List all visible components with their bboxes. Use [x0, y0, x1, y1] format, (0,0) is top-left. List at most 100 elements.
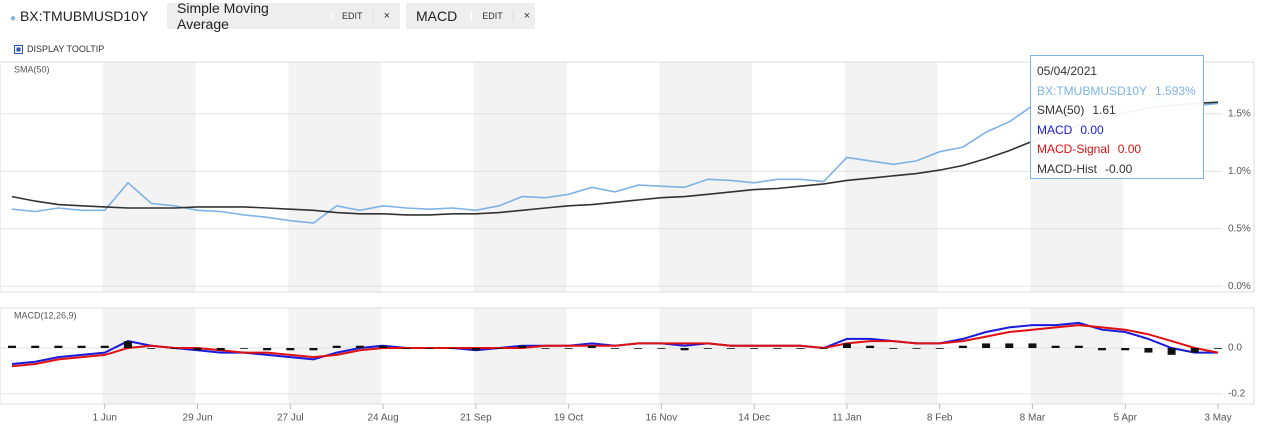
edit-button[interactable]: EDIT	[331, 11, 373, 21]
hist-bar	[703, 348, 712, 349]
panel-frame	[0, 61, 1255, 293]
y-tick-label: 1.0%	[1228, 166, 1251, 177]
hist-bar	[680, 348, 689, 351]
symbol-text: BX:TMUBMUSD10Y	[19, 8, 149, 24]
hist-bar	[54, 345, 63, 348]
hist-bar	[958, 345, 967, 348]
band	[473, 62, 567, 292]
hist-bar	[518, 345, 527, 348]
hist-bar	[1051, 345, 1060, 348]
tooltip: 05/04/2021 BX:TMUBMUSD10Y 1.593% SMA(50) 1.6…	[1030, 55, 1204, 179]
hist-bar	[1121, 348, 1130, 351]
panel-label: MACD(12,26,9)	[14, 310, 77, 320]
hist-bar	[425, 348, 434, 349]
band	[102, 308, 196, 404]
edit-button[interactable]: EDIT	[471, 11, 513, 21]
hist-bar	[286, 348, 295, 351]
hist-bar	[935, 348, 944, 349]
y-tick-label: 1.5%	[1228, 108, 1251, 119]
tooltip-value: 0.00	[1117, 142, 1142, 156]
band	[659, 308, 753, 404]
hist-bar	[379, 345, 388, 348]
tooltip-name: MACD	[1037, 122, 1073, 137]
hist-bar	[147, 348, 156, 349]
hist-bar	[471, 348, 480, 351]
hist-bar	[77, 345, 86, 348]
hist-bar	[819, 348, 828, 349]
x-tick-label: 3 May	[1204, 413, 1231, 424]
tooltip-name: BX:TMUBMUSD10Y	[1037, 83, 1148, 98]
hist-bar	[193, 348, 202, 351]
hist-bar	[750, 348, 759, 349]
x-tick-label: 24 Aug	[367, 413, 398, 424]
hist-bar	[216, 348, 225, 351]
tab[interactable]: Simple Moving Average EDIT ×	[167, 0, 400, 32]
series-line	[11, 87, 1219, 224]
tooltip-row: MACD-Hist -0.00	[1037, 160, 1197, 180]
tab-name: Simple Moving Average	[177, 0, 269, 32]
x-tick-label: 11 Jan	[832, 413, 861, 424]
hist-bar	[1167, 348, 1176, 355]
hist-bar	[842, 343, 851, 348]
symbol: ● BX:TMUBMUSD10Y	[10, 8, 149, 24]
tab[interactable]: MACD EDIT ×	[406, 3, 535, 29]
hist-bar	[239, 348, 248, 349]
hist-bar	[495, 348, 504, 349]
hist-bar	[866, 345, 875, 348]
hist-bar	[564, 348, 573, 349]
x-tick-label: 19 Oct	[554, 413, 584, 424]
tooltip-value: 0.00	[1080, 122, 1104, 137]
hist-bar	[634, 348, 643, 349]
band	[844, 62, 938, 292]
x-tick-label: 1 Jun	[93, 413, 117, 424]
hist-bar	[8, 345, 16, 348]
band	[288, 62, 382, 292]
tooltip-name: SMA(50)	[1037, 103, 1085, 117]
hist-bar	[448, 348, 457, 349]
hist-bar	[1144, 348, 1153, 353]
tooltip-name: MACD-Hist	[1037, 161, 1097, 176]
hist-bar	[541, 348, 550, 349]
hist-bar	[773, 348, 782, 349]
band	[473, 308, 567, 404]
hist-bar	[1098, 348, 1107, 351]
tooltip-name: MACD-Signal	[1037, 142, 1110, 156]
hist-bar	[123, 341, 132, 348]
tooltip-date: 05/04/2021	[1037, 64, 1098, 78]
tooltip-value: 1.593%	[1155, 83, 1196, 98]
close-button[interactable]: ×	[372, 10, 400, 22]
hist-bar	[587, 345, 596, 348]
hist-bar	[1074, 345, 1083, 348]
hist-bar	[100, 345, 109, 348]
hist-bar	[1028, 343, 1037, 348]
hist-bar	[889, 348, 898, 349]
y-tick-label: 0.5%	[1228, 223, 1251, 234]
toggle-label: DISPLAY TOOLTIP	[27, 44, 105, 54]
tooltip-row: MACD-Signal 0.00	[1037, 140, 1197, 160]
hist-bar	[31, 345, 40, 348]
band	[102, 62, 196, 292]
band	[659, 62, 753, 292]
x-tick-label: 14 Dec	[738, 413, 770, 424]
x-tick-label: 8 Feb	[927, 413, 953, 424]
x-tick-label: 27 Jul	[277, 413, 304, 424]
tooltip-value: -0.00	[1105, 161, 1133, 176]
hist-bar	[170, 348, 179, 349]
hist-bar	[726, 348, 735, 349]
series-line	[11, 101, 1219, 216]
hist-bar	[611, 348, 619, 349]
x-tick-label: 8 Mar	[1020, 413, 1046, 424]
y-tick-label: 0.0	[1228, 343, 1242, 354]
tooltip-value: 1.61	[1092, 103, 1116, 117]
tooltip-toggle[interactable]: DISPLAY TOOLTIP	[14, 44, 104, 54]
hist-bar	[402, 348, 411, 349]
x-tick-label: 5 Apr	[1114, 413, 1138, 424]
x-tick-label: 21 Sep	[460, 413, 492, 424]
hist-bar	[1005, 343, 1014, 348]
panel-frame	[0, 307, 1255, 405]
hist-bar	[982, 343, 991, 348]
close-button[interactable]: ×	[512, 10, 540, 22]
hist-bar	[912, 348, 921, 349]
